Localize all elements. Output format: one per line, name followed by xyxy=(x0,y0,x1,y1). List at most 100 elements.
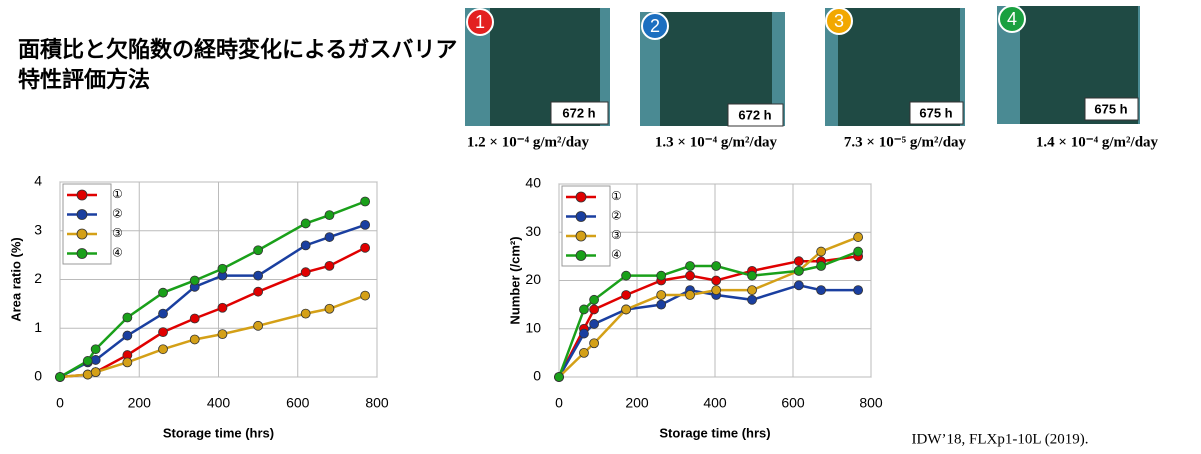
data-point xyxy=(854,233,863,242)
legend-swatch xyxy=(77,190,87,200)
data-point xyxy=(817,286,826,295)
legend-swatch xyxy=(576,212,586,222)
data-point xyxy=(712,276,721,285)
x-tick-label: 400 xyxy=(703,395,727,411)
time-label: 672 h xyxy=(562,105,595,120)
legend-swatch xyxy=(77,210,87,220)
x-tick-label: 800 xyxy=(859,395,883,411)
data-point xyxy=(159,309,168,318)
data-point xyxy=(579,305,588,314)
data-point xyxy=(622,290,631,299)
data-point xyxy=(254,321,263,330)
wvtr-label: 1.2 × 10⁻⁴ g/m²/day xyxy=(467,134,590,150)
legend-label: ① xyxy=(112,187,123,201)
legend-label: ① xyxy=(611,189,622,203)
wvtr-label: 1.3 × 10⁻⁴ g/m²/day xyxy=(655,134,778,150)
data-point xyxy=(657,300,666,309)
data-point xyxy=(83,356,92,365)
wvtr-label: 1.4 × 10⁻⁴ g/m²/day xyxy=(1036,134,1159,150)
data-point xyxy=(325,211,334,220)
x-tick-label: 200 xyxy=(128,395,152,411)
page: 面積比と欠陥数の経時変化によるガスバリア特性評価方法 1 672 h 1.2 ×… xyxy=(0,0,1201,454)
data-point xyxy=(622,271,631,280)
x-tick-label: 0 xyxy=(56,395,64,411)
data-point xyxy=(712,262,721,271)
data-point xyxy=(712,286,721,295)
y-tick-label: 4 xyxy=(34,173,42,189)
x-tick-label: 800 xyxy=(365,395,389,411)
time-label: 672 h xyxy=(738,107,771,122)
wvtr-label: 7.3 × 10⁻⁵ g/m²/day xyxy=(844,134,967,150)
data-point xyxy=(56,373,65,382)
badge: 4 xyxy=(1007,9,1017,29)
data-point xyxy=(622,305,631,314)
data-point xyxy=(325,304,334,313)
legend-label: ④ xyxy=(112,246,123,260)
data-point xyxy=(854,286,863,295)
slide: 1 672 h 1.2 × 10⁻⁴ g/m²/day 2 672 h 1.3 … xyxy=(0,0,1201,454)
data-point xyxy=(854,247,863,256)
data-point xyxy=(123,358,132,367)
y-tick-label: 30 xyxy=(525,223,541,239)
data-point xyxy=(218,264,227,273)
data-point xyxy=(218,330,227,339)
y-tick-label: 10 xyxy=(525,319,541,335)
y-tick-label: 3 xyxy=(34,221,42,237)
legend-label: ④ xyxy=(611,248,622,262)
data-point xyxy=(748,271,757,280)
data-point xyxy=(159,345,168,354)
data-point xyxy=(301,309,310,318)
data-point xyxy=(190,276,199,285)
data-point xyxy=(325,261,334,270)
badge: 1 xyxy=(475,12,485,32)
data-point xyxy=(361,220,370,229)
data-point xyxy=(254,287,263,296)
data-point xyxy=(123,313,132,322)
legend-label: ③ xyxy=(611,228,622,242)
data-point xyxy=(748,295,757,304)
data-point xyxy=(159,328,168,337)
data-point xyxy=(590,295,599,304)
data-point xyxy=(361,197,370,206)
data-point xyxy=(686,262,695,271)
data-point xyxy=(590,339,599,348)
data-point xyxy=(91,368,100,377)
data-point xyxy=(686,290,695,299)
x-axis-label: Storage time (hrs) xyxy=(659,425,770,440)
legend-label: ③ xyxy=(112,226,123,240)
y-tick-label: 2 xyxy=(34,270,42,286)
data-point xyxy=(91,345,100,354)
data-point xyxy=(794,266,803,275)
data-point xyxy=(254,271,263,280)
data-point xyxy=(159,288,168,297)
data-point xyxy=(218,303,227,312)
y-tick-label: 0 xyxy=(34,368,42,384)
y-tick-label: 40 xyxy=(525,175,541,191)
data-point xyxy=(794,257,803,266)
data-point xyxy=(325,233,334,242)
data-point xyxy=(301,241,310,250)
data-point xyxy=(254,246,263,255)
data-point xyxy=(590,305,599,314)
badge: 2 xyxy=(650,16,660,36)
x-tick-label: 200 xyxy=(625,395,649,411)
y-tick-label: 20 xyxy=(525,271,541,287)
y-tick-label: 1 xyxy=(34,319,42,335)
legend-swatch xyxy=(576,192,586,202)
data-point xyxy=(657,271,666,280)
data-point xyxy=(361,291,370,300)
data-point xyxy=(579,329,588,338)
x-tick-label: 0 xyxy=(555,395,563,411)
legend-swatch xyxy=(77,249,87,259)
time-label: 675 h xyxy=(1094,101,1127,116)
data-point xyxy=(657,290,666,299)
data-point xyxy=(590,319,599,328)
data-point xyxy=(748,286,757,295)
legend-label: ② xyxy=(611,209,622,223)
data-point xyxy=(817,262,826,271)
x-tick-label: 600 xyxy=(286,395,310,411)
legend-label: ② xyxy=(112,207,123,221)
data-point xyxy=(123,331,132,340)
data-point xyxy=(190,314,199,323)
citation: IDW’18, FLXp1-10L (2019). xyxy=(912,431,1089,447)
